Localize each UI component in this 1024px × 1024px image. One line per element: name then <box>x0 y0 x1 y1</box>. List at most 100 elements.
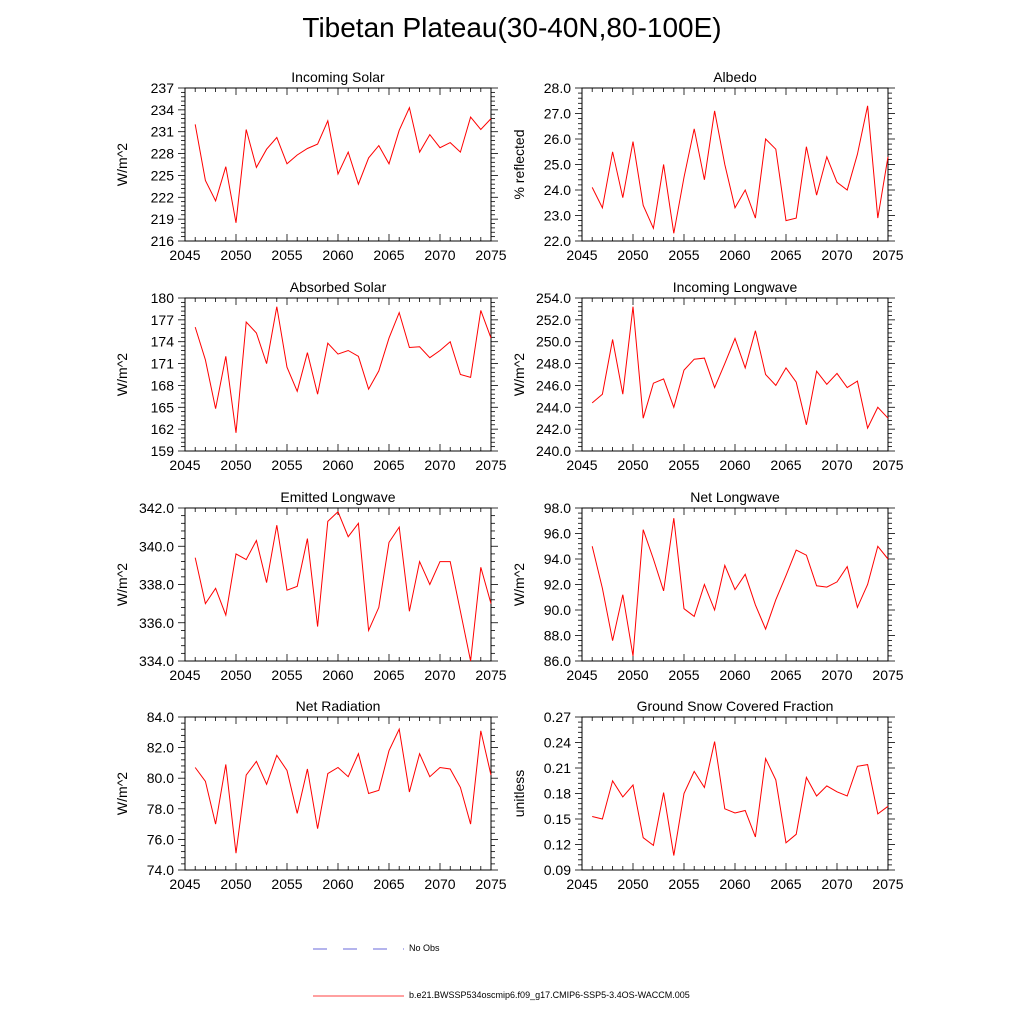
panel-title: Incoming Solar <box>291 69 385 85</box>
x-tick-label: 2075 <box>872 876 903 892</box>
x-tick-label: 2050 <box>617 457 648 473</box>
y-tick-label: 74.0 <box>147 862 174 878</box>
plot-frame <box>184 87 492 242</box>
x-tick-label: 2055 <box>668 667 699 683</box>
y-tick-label: 28.0 <box>544 80 571 96</box>
y-tick-label: 90.0 <box>544 602 571 618</box>
legend-obs-label: No Obs <box>409 943 440 953</box>
chart-panel: Incoming Longwave W/m^2 2045 2050 2055 2060 20… <box>511 279 904 473</box>
x-tick-label: 2070 <box>424 457 455 473</box>
y-tick-label: 0.27 <box>544 709 571 725</box>
y-axis-label: W/m^2 <box>114 143 130 186</box>
y-tick-label: 0.24 <box>544 735 571 751</box>
y-tick-label: 242.0 <box>536 421 571 437</box>
y-tick-label: 27.0 <box>544 106 571 122</box>
x-tick-label: 2055 <box>271 667 302 683</box>
x-tick-label: 2055 <box>271 876 302 892</box>
panel-title: Ground Snow Covered Fraction <box>637 698 834 714</box>
x-tick-label: 2075 <box>872 247 903 263</box>
y-axis-label: W/m^2 <box>511 563 527 606</box>
plot-frame <box>184 297 492 452</box>
y-tick-label: 22.0 <box>544 233 571 249</box>
panel-title: Emitted Longwave <box>280 489 395 505</box>
y-tick-label: 240.0 <box>536 443 571 459</box>
y-tick-label: 162 <box>151 421 175 437</box>
y-tick-label: 334.0 <box>139 653 174 669</box>
y-tick-label: 225 <box>151 167 175 183</box>
y-tick-label: 252.0 <box>536 312 571 328</box>
panel-title: Net Radiation <box>296 698 381 714</box>
y-axis-label: W/m^2 <box>511 353 527 396</box>
x-tick-label: 2070 <box>424 876 455 892</box>
x-tick-label: 2065 <box>770 457 801 473</box>
x-tick-label: 2065 <box>770 247 801 263</box>
x-tick-label: 2045 <box>169 876 200 892</box>
y-tick-label: 171 <box>151 356 175 372</box>
x-tick-label: 2050 <box>617 667 648 683</box>
y-tick-label: 78.0 <box>147 801 174 817</box>
y-tick-label: 219 <box>151 211 175 227</box>
x-tick-label: 2060 <box>322 876 353 892</box>
x-tick-label: 2065 <box>373 247 404 263</box>
x-tick-label: 2075 <box>475 457 506 473</box>
series-line <box>194 510 492 662</box>
series-line <box>194 727 492 854</box>
chart-panel: Albedo % reflected 2045 2050 2055 2060 2065 207… <box>511 69 904 263</box>
y-tick-label: 76.0 <box>147 831 174 847</box>
y-tick-label: 84.0 <box>147 709 174 725</box>
y-tick-label: 25.0 <box>544 157 571 173</box>
x-tick-label: 2065 <box>770 667 801 683</box>
series-line <box>194 306 492 433</box>
x-tick-label: 2045 <box>169 247 200 263</box>
panel-title: Net Longwave <box>690 489 780 505</box>
x-tick-label: 2060 <box>719 667 750 683</box>
y-tick-label: 0.12 <box>544 837 571 853</box>
plot-frame <box>581 297 889 452</box>
y-tick-label: 244.0 <box>536 399 571 415</box>
x-tick-label: 2045 <box>566 667 597 683</box>
y-tick-label: 231 <box>151 124 175 140</box>
x-tick-label: 2045 <box>566 247 597 263</box>
y-tick-label: 248.0 <box>536 356 571 372</box>
x-tick-label: 2065 <box>373 876 404 892</box>
y-tick-label: 237 <box>151 80 175 96</box>
y-tick-label: 246.0 <box>536 377 571 393</box>
x-tick-label: 2050 <box>617 876 648 892</box>
x-tick-label: 2070 <box>424 667 455 683</box>
y-tick-label: 96.0 <box>544 526 571 542</box>
y-tick-label: 0.21 <box>544 760 571 776</box>
chart-panel: Net Longwave W/m^2 2045 2050 2055 2060 2065 207… <box>511 489 904 683</box>
x-tick-label: 2055 <box>668 876 699 892</box>
x-tick-label: 2050 <box>220 876 251 892</box>
x-tick-label: 2060 <box>322 457 353 473</box>
x-tick-label: 2045 <box>169 457 200 473</box>
y-tick-label: 0.18 <box>544 786 571 802</box>
x-tick-label: 2070 <box>821 667 852 683</box>
x-tick-label: 2050 <box>617 247 648 263</box>
y-tick-label: 340.0 <box>139 538 174 554</box>
y-tick-label: 94.0 <box>544 551 571 567</box>
series-line <box>591 105 889 234</box>
chart-panel: Ground Snow Covered Fraction unitless 2045… <box>511 698 904 892</box>
y-tick-label: 98.0 <box>544 500 571 516</box>
x-tick-label: 2055 <box>271 457 302 473</box>
x-tick-label: 2050 <box>220 247 251 263</box>
x-tick-label: 2045 <box>566 876 597 892</box>
y-axis-label: unitless <box>511 770 527 817</box>
x-tick-label: 2060 <box>322 667 353 683</box>
panel-title: Incoming Longwave <box>673 279 798 295</box>
y-tick-label: 234 <box>151 102 175 118</box>
x-tick-label: 2065 <box>770 876 801 892</box>
x-tick-label: 2070 <box>821 247 852 263</box>
legend-model-label: b.e21.BWSSP534oscmip6.f09_g17.CMIP6-SSP5… <box>409 990 690 1000</box>
y-tick-label: 23.0 <box>544 208 571 224</box>
x-tick-label: 2045 <box>169 667 200 683</box>
x-tick-label: 2055 <box>668 247 699 263</box>
x-tick-label: 2060 <box>719 457 750 473</box>
y-tick-label: 86.0 <box>544 653 571 669</box>
chart-panel: Incoming Solar W/m^2 2045 2050 2055 2060 2065 2… <box>114 69 507 263</box>
y-tick-label: 180 <box>151 290 175 306</box>
x-tick-label: 2065 <box>373 457 404 473</box>
y-tick-label: 177 <box>151 312 175 328</box>
x-tick-label: 2055 <box>271 247 302 263</box>
